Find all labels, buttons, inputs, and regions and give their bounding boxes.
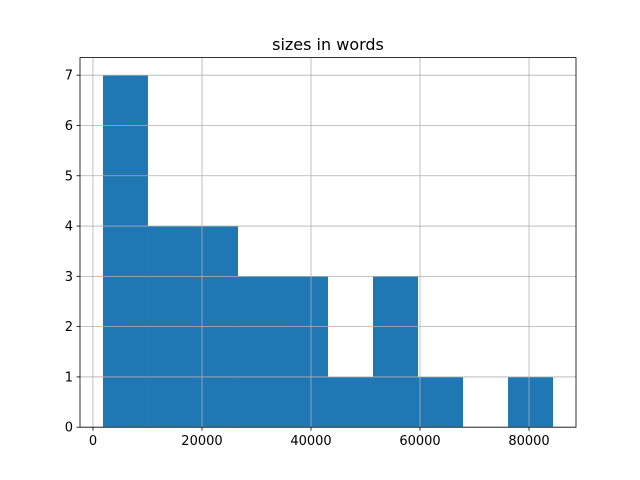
y-tick-label: 0 [65, 421, 73, 436]
x-tick-label: 80000 [508, 434, 549, 449]
plot-frame [79, 57, 577, 428]
chart-title: sizes in words [272, 35, 384, 54]
bar [102, 75, 148, 428]
y-tick-label: 4 [65, 220, 73, 235]
bar [328, 376, 374, 428]
y-tick-label: 7 [65, 69, 73, 84]
bar [373, 276, 419, 428]
x-tick-label: 40000 [290, 434, 331, 449]
x-tick-label: 60000 [399, 434, 440, 449]
x-tick-label: 0 [89, 434, 97, 449]
y-tick-label: 3 [65, 270, 73, 285]
bar [282, 276, 328, 428]
bar [508, 376, 554, 428]
y-tick-label: 2 [65, 320, 73, 335]
y-tick-label: 5 [65, 169, 73, 184]
y-tick-label: 1 [65, 370, 73, 385]
y-tick-label: 6 [65, 119, 73, 134]
bar [237, 276, 283, 428]
x-tick-label: 20000 [181, 434, 222, 449]
bar [418, 376, 464, 428]
